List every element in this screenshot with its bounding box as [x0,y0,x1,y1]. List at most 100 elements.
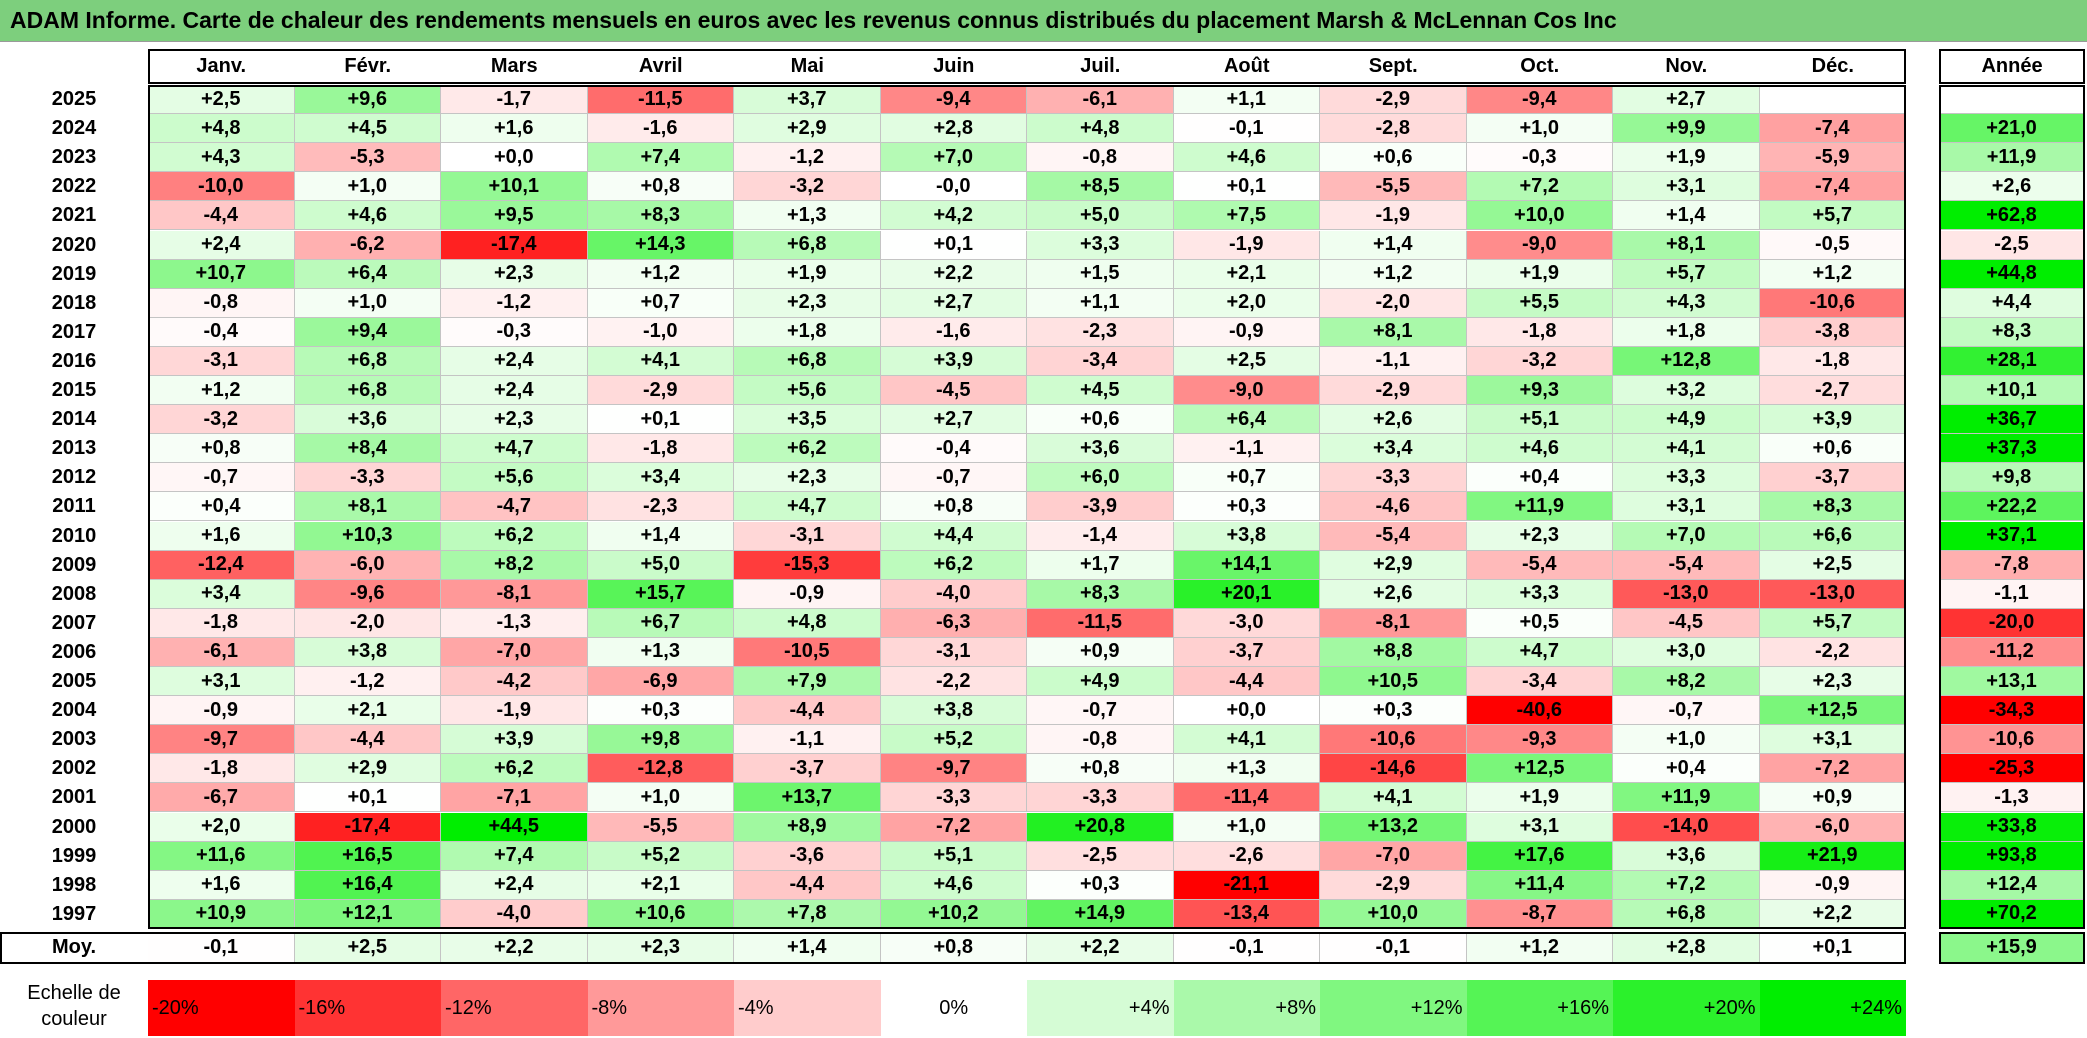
annual-cell: +36,7 [1939,405,2085,435]
heatmap-cell: -1,7 [441,85,588,115]
heatmap-cell: -1,9 [441,696,588,726]
month-header: Févr. [344,55,392,77]
heatmap-cell: -4,4 [1173,667,1320,697]
year-label: 2005 [51,670,97,693]
heatmap-cell: -3,0 [1173,608,1320,638]
heatmap-cell: +20,1 [1173,579,1320,609]
heatmap-cell: -7,0 [1320,841,1467,871]
heatmap-cell: -4,6 [1320,492,1467,522]
annual-cell: +10,1 [1939,376,2085,406]
heatmap-cell: +2,9 [734,114,881,144]
heatmap-cell: +1,9 [734,259,881,289]
heatmap-cell: +9,8 [587,725,734,755]
heatmap-cell [1759,85,1906,115]
heatmap-cell: +4,7 [441,434,588,464]
heatmap-cell: +7,4 [441,841,588,871]
heatmap-cell: +3,1 [1613,172,1760,202]
heatmap-cell: -4,4 [148,201,295,231]
chart-title: ADAM Informe. Carte de chaleur des rende… [10,7,1617,33]
heatmap-cell: -7,4 [1759,172,1906,202]
year-label: 2002 [51,757,97,780]
heatmap-cell: -9,4 [1466,85,1613,115]
heatmap-cell: +3,2 [1613,376,1760,406]
year-label: 2009 [51,553,97,576]
heatmap-cell: +8,3 [1027,579,1174,609]
heatmap-cell: +21,9 [1759,841,1906,871]
heatmap-cell: +1,2 [587,259,734,289]
month-header: Sept. [1368,55,1418,77]
heatmap-cell: +7,0 [880,143,1027,173]
heatmap-cell: -2,9 [1320,870,1467,900]
annual-cell: +44,8 [1939,259,2085,289]
heatmap-cell: -2,2 [1759,637,1906,667]
heatmap-cell: -3,3 [294,463,441,493]
heatmap-cell: -3,3 [1027,783,1174,813]
year-label: 2000 [51,815,97,838]
heatmap-cell: -6,1 [1027,85,1174,115]
heatmap-cell: +6,6 [1759,521,1906,551]
annual-cell: -7,8 [1939,550,2085,580]
heatmap-cell: +1,2 [1320,259,1467,289]
heatmap-cell: -4,4 [294,725,441,755]
year-label: 2014 [51,408,97,431]
annual-cell: -20,0 [1939,608,2085,638]
heatmap-cell: -1,8 [1759,346,1906,376]
annual-cell [1939,85,2085,115]
heatmap-cell: +10,1 [441,172,588,202]
heatmap-cell: +8,1 [1320,317,1467,347]
heatmap-cell: +0,0 [1173,696,1320,726]
heatmap-cell: +2,3 [441,405,588,435]
title-bar: ADAM Informe. Carte de chaleur des rende… [0,0,2087,42]
heatmap-cell: +0,6 [1320,143,1467,173]
heatmap-cell: +4,1 [587,346,734,376]
average-label: Moy. [51,936,97,959]
annual-cell: +70,2 [1939,899,2085,929]
heatmap-cell: -9,0 [1173,376,1320,406]
heatmap-cell: -8,7 [1466,899,1613,929]
average-cell: +2,2 [1027,931,1174,964]
annual-cell: -34,3 [1939,696,2085,726]
heatmap-cell: -13,0 [1613,579,1760,609]
heatmap-cell: -3,8 [1759,317,1906,347]
year-label: 2013 [51,437,97,460]
heatmap-cell: -0,4 [880,434,1027,464]
heatmap-cell: +12,5 [1759,696,1906,726]
heatmap-cell: +3,6 [1613,841,1760,871]
heatmap-cell: +6,7 [587,608,734,638]
heatmap-cell: -4,4 [734,696,881,726]
heatmap-cell: -0,9 [148,696,295,726]
heatmap-cell: -17,4 [294,812,441,842]
month-header: Avril [638,55,683,77]
heatmap-cell: -14,6 [1320,754,1467,784]
annual-cell: -25,3 [1939,754,2085,784]
annual-cell: -2,5 [1939,230,2085,260]
heatmap-cell: -2,9 [1320,85,1467,115]
heatmap-cell: +8,4 [294,434,441,464]
average-cell: +1,2 [1466,931,1613,964]
month-header: Mars [490,55,538,77]
heatmap-cell: +0,7 [587,288,734,318]
heatmap-cell: +10,5 [1320,667,1467,697]
heatmap-cell: +2,4 [148,230,295,260]
heatmap-cell: +0,5 [1466,608,1613,638]
heatmap-cell: -21,1 [1173,870,1320,900]
color-scale-swatch: -20% [148,980,295,1036]
heatmap-cell: +2,1 [1173,259,1320,289]
heatmap-cell: +3,3 [1466,579,1613,609]
heatmap-cell: +2,4 [441,346,588,376]
heatmap-cell: +17,6 [1466,841,1613,871]
heatmap-cell: +4,8 [734,608,881,638]
heatmap-cell: -5,5 [587,812,734,842]
heatmap-cell: +3,8 [1173,521,1320,551]
color-scale-swatch: -12% [441,980,588,1036]
heatmap-cell: +4,5 [1027,376,1174,406]
heatmap-cell: +0,4 [1466,463,1613,493]
heatmap-cell: -10,5 [734,637,881,667]
heatmap-cell: +2,9 [1320,550,1467,580]
heatmap-cell: +5,7 [1613,259,1760,289]
color-scale-label: Echelle de couleur [27,982,121,1030]
heatmap-cell: -11,5 [1027,608,1174,638]
heatmap-cell: +1,3 [734,201,881,231]
heatmap-cell: +0,1 [587,405,734,435]
heatmap-cell: +0,3 [1027,870,1174,900]
